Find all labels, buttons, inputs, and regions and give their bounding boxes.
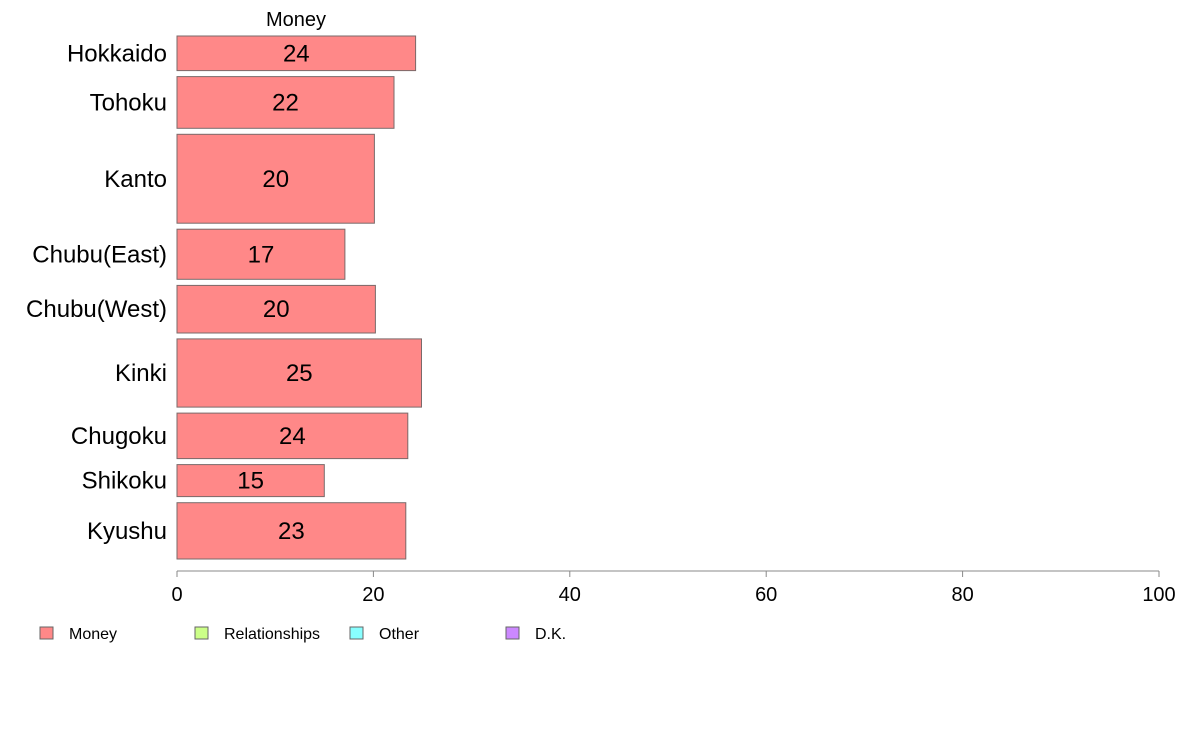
category-label: Kanto — [104, 166, 167, 193]
bars-group: Hokkaido 24 Tohoku 22 Kanto 20 Chubu(East) 17 Ch… — [26, 35, 422, 560]
bar-kanto — [176, 133, 375, 224]
x-tick-label: 40 — [559, 584, 581, 606]
x-tick-label: 60 — [755, 584, 777, 606]
legend-swatch-d-k — [505, 626, 520, 640]
category-label: Chubu(East) — [32, 241, 167, 268]
legend-label-money: Money — [69, 626, 117, 643]
bar-value-label: 15 — [237, 468, 264, 495]
bar-tohoku — [176, 76, 395, 129]
category-label: Kinki — [115, 360, 167, 387]
legend: Money Relationships Other D.K. — [39, 626, 566, 643]
legend-label-d-k: D.K. — [535, 626, 566, 643]
category-label: Tohoku — [90, 90, 167, 117]
legend-swatch-relationships — [194, 626, 209, 640]
bar-value-label: 23 — [278, 518, 305, 545]
category-label: Chubu(West) — [26, 296, 167, 323]
bar-value-label: 25 — [286, 360, 313, 387]
x-tick-label: 80 — [951, 584, 973, 606]
legend-swatch-money — [39, 626, 54, 640]
x-tick-label: 20 — [362, 584, 384, 606]
x-axis: 0 20 40 60 80 100 — [171, 570, 1176, 606]
bar-value-label: 24 — [279, 423, 306, 450]
x-tick-label: 0 — [171, 584, 182, 606]
bar-chubu-west — [176, 284, 376, 334]
bar-chubu-east — [176, 228, 346, 280]
legend-label-other: Other — [379, 626, 420, 643]
legend-label-relationships: Relationships — [224, 626, 320, 643]
bar-value-label: 22 — [272, 90, 299, 117]
panel-title: Money — [266, 9, 326, 31]
bar-value-label: 20 — [262, 166, 289, 193]
bar-value-label: 17 — [248, 241, 275, 268]
bar-chugoku — [176, 412, 409, 460]
bar-value-label: 24 — [283, 40, 310, 67]
bar-shikoku — [176, 464, 325, 498]
category-label: Hokkaido — [67, 40, 167, 67]
category-label: Chugoku — [71, 423, 167, 450]
legend-swatch-other — [349, 626, 364, 640]
bar-hokkaido — [176, 35, 417, 72]
category-label: Shikoku — [82, 468, 167, 495]
bar-kinki — [176, 338, 422, 408]
bar-kyushu — [176, 502, 407, 560]
category-label: Kyushu — [87, 518, 167, 545]
x-tick-label: 100 — [1142, 584, 1175, 606]
bar-value-label: 20 — [263, 296, 290, 323]
